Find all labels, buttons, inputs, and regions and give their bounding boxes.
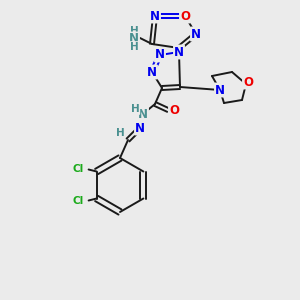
Text: N: N	[129, 32, 139, 46]
Text: O: O	[243, 76, 253, 88]
Text: N: N	[155, 49, 165, 62]
Text: N: N	[215, 83, 225, 97]
Text: N: N	[174, 46, 184, 59]
Text: N: N	[135, 122, 145, 134]
Text: N: N	[150, 10, 160, 22]
Text: N: N	[147, 65, 157, 79]
Text: H: H	[130, 26, 138, 36]
Text: H: H	[130, 42, 138, 52]
Text: Cl: Cl	[73, 164, 84, 175]
Text: Cl: Cl	[73, 196, 84, 206]
Text: N: N	[138, 107, 148, 121]
Text: O: O	[169, 103, 179, 116]
Text: N: N	[191, 28, 201, 40]
Text: H: H	[130, 104, 140, 114]
Text: H: H	[116, 128, 124, 138]
Text: O: O	[180, 10, 190, 22]
